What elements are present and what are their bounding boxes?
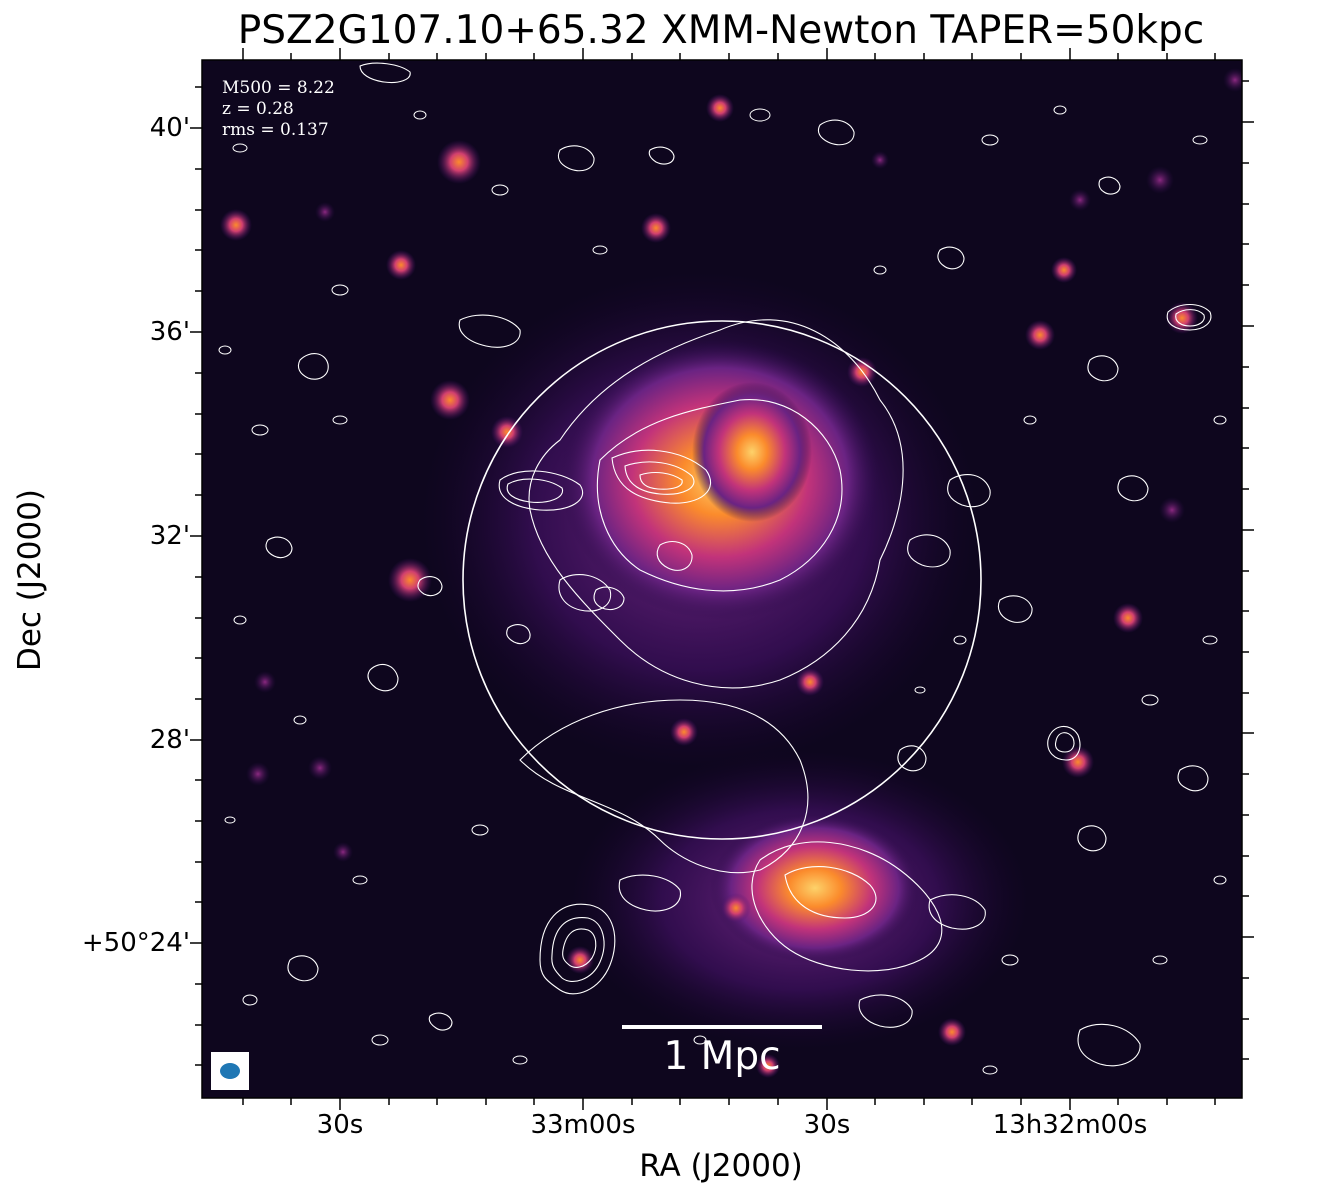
cluster-core-south	[710, 813, 920, 963]
radio-contour-specks	[218, 105, 1227, 1075]
x-axis-label: RA (J2000)	[639, 1148, 803, 1184]
rms-label: rms = 0.137	[222, 120, 329, 140]
y-tick-label: 40'	[149, 113, 190, 143]
r500-circle	[462, 320, 982, 840]
x-tick-label: 33m00s	[530, 1110, 636, 1140]
x-tick-label: 30s	[803, 1110, 851, 1140]
x-tick-label: 30s	[316, 1110, 364, 1140]
y-axis-label: Dec (J2000)	[12, 488, 48, 672]
radio-contours	[265, 62, 1212, 1067]
plot-frame	[201, 59, 1243, 1099]
scale-bar-label: 1 Mpc	[663, 1034, 781, 1079]
y-tick-label: 36'	[149, 317, 190, 347]
tick-marks	[190, 48, 1254, 1110]
y-tick-label: 28'	[149, 725, 190, 755]
beam-ellipse	[220, 1063, 240, 1079]
y-tick-label: +50°24'	[81, 928, 190, 958]
x-tick-label: 13h32m00s	[992, 1110, 1148, 1140]
plot-title: PSZ2G107.10+65.32 XMM-Newton TAPER=50kpc	[237, 8, 1205, 53]
redshift-label: z = 0.28	[222, 99, 294, 119]
point-sources	[220, 68, 1242, 1078]
cluster-core-north-peak	[692, 382, 812, 522]
m500-label: M500 = 8.22	[222, 78, 335, 98]
y-tick-label: 32'	[149, 521, 190, 551]
cluster-info: M500 = 8.22 z = 0.28 rms = 0.137	[222, 78, 335, 141]
